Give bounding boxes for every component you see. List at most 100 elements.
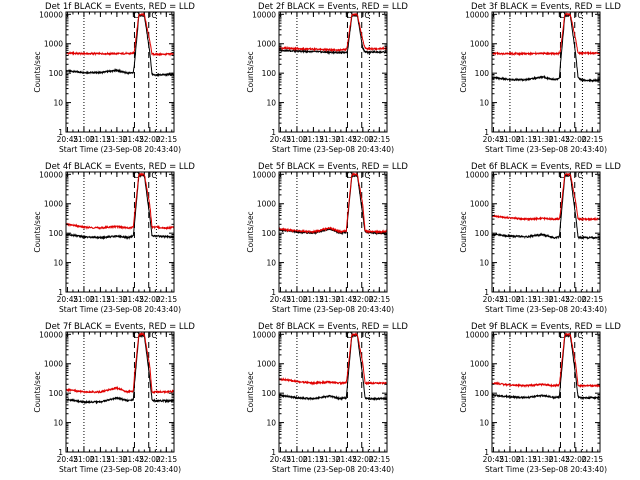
x-tick-label: 21:45 xyxy=(336,455,358,464)
x-tick-label: 22:15 xyxy=(368,135,390,144)
y-tick-label: 1000 xyxy=(257,360,276,369)
y-tick-label: 1000 xyxy=(470,360,489,369)
y-tick-label: 10000 xyxy=(39,170,63,179)
x-tick-label: 22:15 xyxy=(581,455,603,464)
y-tick-label: 1 xyxy=(58,128,63,137)
y-tick-label: 100 xyxy=(49,389,64,398)
y-axis-label: Counts/sec xyxy=(33,211,42,252)
events-series-line xyxy=(491,333,601,401)
y-tick-label: 10000 xyxy=(465,330,489,339)
y-tick-label: 10 xyxy=(53,259,63,268)
x-tick-label: 20:45 xyxy=(270,135,292,144)
flare-close-mark: C xyxy=(151,331,157,340)
x-tick-label: 21:00 xyxy=(73,295,95,304)
x-tick-label: 21:30 xyxy=(532,135,554,144)
x-tick-label: 22:15 xyxy=(368,295,390,304)
x-tick-label: 22:15 xyxy=(155,295,177,304)
y-tick-label: 10000 xyxy=(252,330,276,339)
x-tick-label: 21:00 xyxy=(286,135,308,144)
y-tick-label: 1 xyxy=(58,288,63,297)
x-tick-label: 22:00 xyxy=(139,135,161,144)
panel-title: Det 5f BLACK = Events, RED = LLD xyxy=(258,162,408,172)
flare-open-mark: O xyxy=(347,331,353,340)
x-axis-label: Start Time (23-Sep-08 20:43:40) xyxy=(59,145,181,154)
y-tick-label: 1000 xyxy=(257,200,276,209)
x-tick-label: 22:15 xyxy=(155,455,177,464)
events-series-line xyxy=(65,13,175,78)
x-axis-label: Start Time (23-Sep-08 20:43:40) xyxy=(59,305,181,314)
y-tick-label: 10000 xyxy=(252,170,276,179)
x-tick-label: 20:45 xyxy=(57,295,79,304)
y-tick-label: 10 xyxy=(53,99,63,108)
x-tick-label: 21:45 xyxy=(123,295,145,304)
panel-title: Det 9f BLACK = Events, RED = LLD xyxy=(471,322,621,332)
events-series-line xyxy=(491,172,601,241)
x-tick-label: 20:45 xyxy=(483,135,505,144)
x-tick-label: 22:00 xyxy=(139,455,161,464)
x-tick-label: 21:45 xyxy=(549,295,571,304)
y-tick-label: 100 xyxy=(262,229,277,238)
x-tick-label: 20:45 xyxy=(57,135,79,144)
flare-open-mark: O xyxy=(560,171,566,180)
plot-frame xyxy=(65,171,175,293)
plot-frame xyxy=(278,11,388,133)
y-axis-label: Counts/sec xyxy=(33,51,42,92)
x-tick-label: 21:45 xyxy=(549,135,571,144)
flare-close-mark: C xyxy=(151,171,157,180)
events-series-line xyxy=(65,334,175,405)
y-tick-label: 10 xyxy=(53,419,63,428)
x-axis-label: Start Time (23-Sep-08 20:43:40) xyxy=(272,145,394,154)
x-tick-label: 21:00 xyxy=(499,295,521,304)
y-tick-label: 1 xyxy=(271,128,276,137)
x-tick-label: 20:45 xyxy=(483,295,505,304)
plot-frame xyxy=(65,331,175,453)
x-tick-label: 21:30 xyxy=(532,295,554,304)
y-tick-label: 1 xyxy=(271,288,276,297)
lld-series-line xyxy=(278,171,388,235)
lld-series-line xyxy=(65,171,175,231)
y-tick-label: 1 xyxy=(484,288,489,297)
y-tick-label: 100 xyxy=(475,69,490,78)
x-tick-label: 21:45 xyxy=(336,135,358,144)
x-tick-label: 21:15 xyxy=(516,135,538,144)
y-tick-label: 10000 xyxy=(252,10,276,19)
y-axis-label: Counts/sec xyxy=(459,211,468,252)
plot-frame xyxy=(278,171,388,293)
panel-title: Det 8f BLACK = Events, RED = LLD xyxy=(258,322,408,332)
x-tick-label: 20:45 xyxy=(270,295,292,304)
x-tick-label: 21:15 xyxy=(303,135,325,144)
y-tick-label: 10000 xyxy=(465,170,489,179)
x-tick-label: 22:00 xyxy=(565,135,587,144)
flare-close-mark: C xyxy=(151,11,157,20)
x-tick-label: 20:45 xyxy=(57,455,79,464)
y-axis-label: Counts/sec xyxy=(33,371,42,412)
y-tick-label: 10 xyxy=(479,99,489,108)
y-axis-label: Counts/sec xyxy=(246,51,255,92)
flare-open-mark: O xyxy=(347,11,353,20)
panel-title: Det 1f BLACK = Events, RED = LLD xyxy=(45,2,195,12)
panel-title: Det 2f BLACK = Events, RED = LLD xyxy=(258,2,408,12)
events-series-line xyxy=(491,13,601,83)
lld-series-line xyxy=(278,332,388,386)
y-tick-label: 10000 xyxy=(465,10,489,19)
events-series-line xyxy=(278,13,388,56)
y-tick-label: 100 xyxy=(475,229,490,238)
x-tick-label: 22:15 xyxy=(581,135,603,144)
x-axis-label: Start Time (23-Sep-08 20:43:40) xyxy=(59,465,181,474)
y-axis-label: Counts/sec xyxy=(246,371,255,412)
x-tick-label: 21:00 xyxy=(499,135,521,144)
y-tick-label: 100 xyxy=(49,69,64,78)
x-tick-label: 21:45 xyxy=(549,455,571,464)
y-tick-label: 1 xyxy=(271,448,276,457)
y-tick-label: 1000 xyxy=(470,200,489,209)
panel-title: Det 4f BLACK = Events, RED = LLD xyxy=(45,162,195,172)
flare-close-mark: C xyxy=(577,331,583,340)
events-series-line xyxy=(278,333,388,402)
x-tick-label: 21:15 xyxy=(303,295,325,304)
x-tick-label: 21:15 xyxy=(90,455,112,464)
x-tick-label: 21:15 xyxy=(516,295,538,304)
x-tick-label: 21:00 xyxy=(286,295,308,304)
